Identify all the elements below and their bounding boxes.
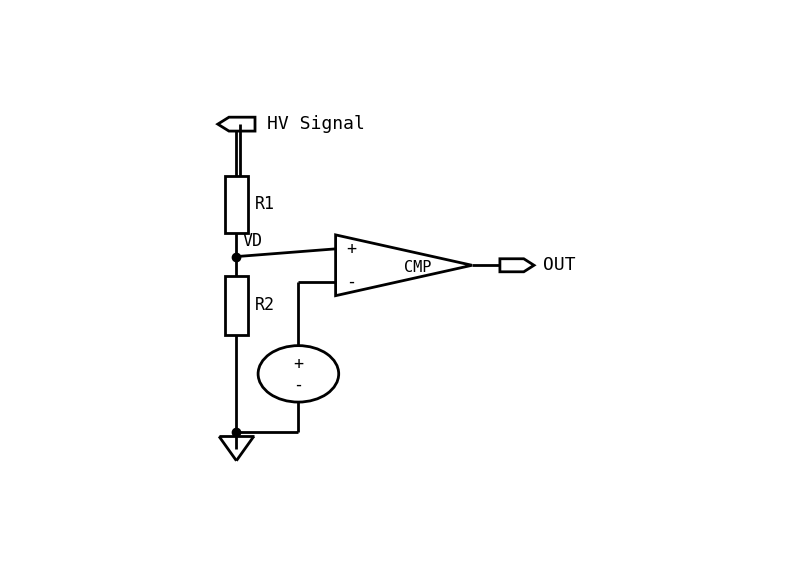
Text: R2: R2 — [254, 297, 274, 315]
Text: CMP: CMP — [404, 260, 431, 275]
Text: -: - — [294, 376, 303, 394]
Text: +: + — [346, 240, 356, 258]
Text: VD: VD — [242, 232, 262, 250]
Bar — [225, 276, 248, 335]
Text: HV Signal: HV Signal — [267, 115, 366, 133]
Text: -: - — [346, 272, 356, 290]
Text: OUT: OUT — [543, 256, 576, 274]
Text: R1: R1 — [254, 196, 274, 214]
Bar — [225, 177, 248, 233]
Text: +: + — [294, 355, 303, 373]
